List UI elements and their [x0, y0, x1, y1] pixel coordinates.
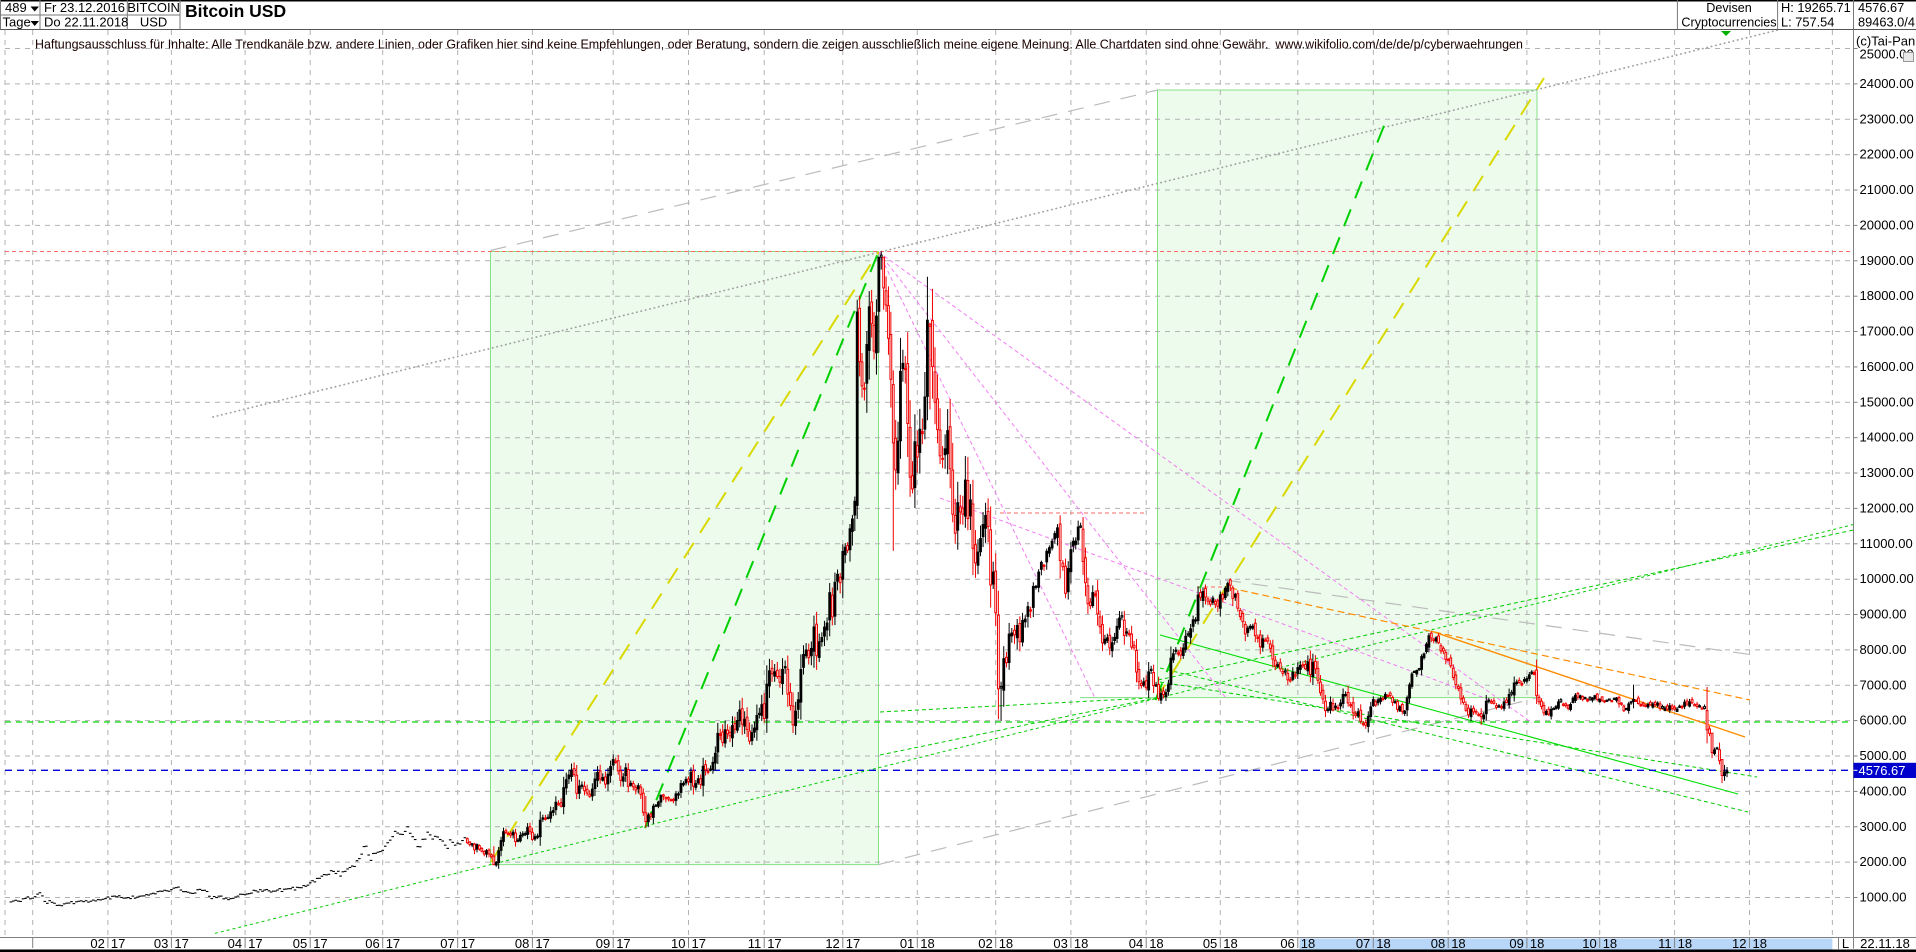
- svg-text:08: 08: [515, 936, 529, 951]
- svg-text:04: 04: [1129, 936, 1143, 951]
- svg-text:1000.00: 1000.00: [1860, 890, 1907, 905]
- svg-text:Fr 23.12.2016: Fr 23.12.2016: [44, 0, 125, 15]
- svg-text:18: 18: [1376, 936, 1390, 951]
- svg-text:BITCOIN: BITCOIN: [127, 0, 180, 15]
- svg-text:4576.67: 4576.67: [1858, 0, 1904, 15]
- svg-text:07: 07: [440, 936, 454, 951]
- svg-text:01: 01: [900, 936, 914, 951]
- svg-text:24000.00: 24000.00: [1860, 76, 1914, 91]
- svg-text:09: 09: [596, 936, 610, 951]
- svg-text:16000.00: 16000.00: [1860, 359, 1914, 374]
- svg-text:89463.0/4: 89463.0/4: [1858, 15, 1915, 30]
- svg-text:(c)Tai-Pan: (c)Tai-Pan: [1856, 34, 1915, 49]
- svg-text:19000.00: 19000.00: [1860, 253, 1914, 268]
- svg-text:09: 09: [1509, 936, 1523, 951]
- svg-text:08: 08: [1431, 936, 1445, 951]
- svg-text:18: 18: [1223, 936, 1237, 951]
- svg-text:14000.00: 14000.00: [1860, 430, 1914, 445]
- svg-text:6000.00: 6000.00: [1860, 713, 1907, 728]
- svg-text:Devisen: Devisen: [1706, 1, 1752, 15]
- svg-text:9000.00: 9000.00: [1860, 607, 1907, 622]
- svg-text:21000.00: 21000.00: [1860, 182, 1914, 197]
- svg-text:17: 17: [461, 936, 475, 951]
- svg-text:18: 18: [1678, 936, 1692, 951]
- svg-text:11000.00: 11000.00: [1860, 536, 1913, 551]
- svg-text:489: 489: [5, 0, 27, 15]
- svg-text:Bitcoin USD: Bitcoin USD: [185, 1, 286, 21]
- svg-text:USD: USD: [140, 15, 167, 30]
- svg-text:18: 18: [999, 936, 1013, 951]
- svg-text:03: 03: [1053, 936, 1067, 951]
- svg-text:17: 17: [535, 936, 549, 951]
- svg-text:17: 17: [111, 936, 125, 951]
- svg-text:10: 10: [671, 936, 685, 951]
- svg-text:05: 05: [293, 936, 307, 951]
- svg-text:18000.00: 18000.00: [1860, 288, 1914, 303]
- svg-text:05: 05: [1203, 936, 1217, 951]
- svg-text:17: 17: [174, 936, 188, 951]
- svg-text:H: 19265.71: H: 19265.71: [1781, 0, 1851, 15]
- svg-text:11: 11: [1658, 936, 1672, 951]
- svg-text:17000.00: 17000.00: [1860, 324, 1914, 339]
- svg-text:02: 02: [978, 936, 992, 951]
- svg-text:12: 12: [1732, 936, 1746, 951]
- svg-text:2000.00: 2000.00: [1860, 854, 1907, 869]
- svg-text:7000.00: 7000.00: [1860, 677, 1907, 692]
- svg-text:Cryptocurrencies: Cryptocurrencies: [1681, 16, 1776, 30]
- svg-text:15000.00: 15000.00: [1860, 394, 1914, 409]
- svg-text:10: 10: [1582, 936, 1596, 951]
- svg-text:3000.00: 3000.00: [1860, 819, 1907, 834]
- svg-text:18: 18: [1301, 936, 1315, 951]
- svg-text:Do 22.11.2018: Do 22.11.2018: [44, 15, 128, 30]
- svg-text:4576.67: 4576.67: [1859, 763, 1906, 778]
- svg-text:22.11.18: 22.11.18: [1860, 936, 1910, 951]
- svg-text:02: 02: [90, 936, 104, 951]
- svg-text:12000.00: 12000.00: [1860, 500, 1914, 515]
- svg-text:17: 17: [313, 936, 327, 951]
- svg-text:11: 11: [748, 936, 762, 951]
- svg-text:18: 18: [1753, 936, 1767, 951]
- svg-text:18: 18: [1149, 936, 1163, 951]
- svg-text:13000.00: 13000.00: [1860, 465, 1914, 480]
- svg-text:25000.00: 25000.00: [1860, 47, 1914, 62]
- svg-text:17: 17: [767, 936, 781, 951]
- svg-text:17: 17: [248, 936, 262, 951]
- svg-text:12: 12: [825, 936, 839, 951]
- svg-text:18: 18: [1530, 936, 1544, 951]
- svg-text:03: 03: [154, 936, 168, 951]
- svg-text:Tage: Tage: [3, 15, 31, 30]
- svg-text:17: 17: [692, 936, 706, 951]
- svg-text:Haftungsausschluss für Inhalte: Haftungsausschluss für Inhalte: Alle Tre…: [35, 38, 1523, 52]
- svg-text:23000.00: 23000.00: [1860, 111, 1914, 126]
- svg-text:5000.00: 5000.00: [1860, 748, 1907, 763]
- svg-text:17: 17: [616, 936, 630, 951]
- svg-text:07: 07: [1356, 936, 1370, 951]
- svg-text:17: 17: [846, 936, 860, 951]
- svg-text:L: 757.54: L: 757.54: [1781, 15, 1834, 30]
- svg-text:04: 04: [228, 936, 242, 951]
- svg-text:22000.00: 22000.00: [1860, 147, 1914, 162]
- svg-text:18: 18: [1603, 936, 1617, 951]
- svg-text:L: L: [1842, 936, 1849, 951]
- svg-text:18: 18: [1451, 936, 1465, 951]
- svg-text:8000.00: 8000.00: [1860, 642, 1907, 657]
- svg-text:4000.00: 4000.00: [1860, 783, 1907, 798]
- svg-text:06: 06: [1280, 936, 1294, 951]
- svg-text:18: 18: [1074, 936, 1088, 951]
- svg-text:06: 06: [365, 936, 379, 951]
- svg-text:18: 18: [920, 936, 934, 951]
- svg-text:20000.00: 20000.00: [1860, 217, 1914, 232]
- svg-text:17: 17: [386, 936, 400, 951]
- svg-text:10000.00: 10000.00: [1860, 571, 1914, 586]
